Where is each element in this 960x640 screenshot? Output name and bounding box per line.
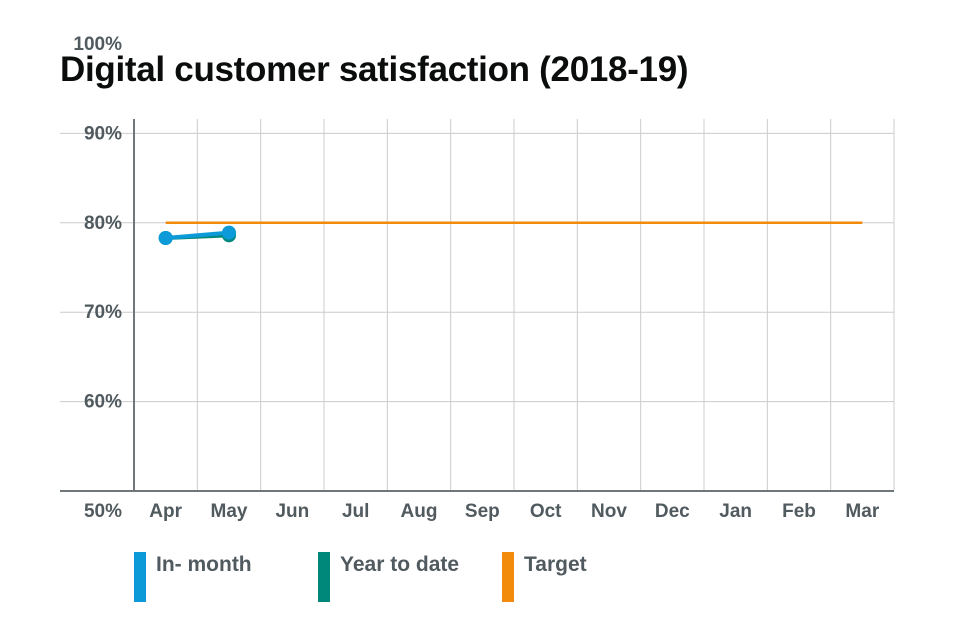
x-tick-label: May (211, 501, 248, 522)
gridlines (60, 119, 895, 491)
series-lines (158, 221, 863, 245)
legend-swatch-target (502, 552, 514, 602)
x-tick-label: Mar (845, 501, 879, 522)
legend-item-target: Target (502, 552, 587, 602)
y-tick-label: 70% (84, 302, 122, 323)
series-line-in-month (163, 230, 231, 240)
x-tick-label: Dec (655, 501, 690, 522)
legend-label-target: Target (524, 553, 587, 576)
x-tick-label: Aug (401, 501, 438, 522)
tick-labels: 50% 60% 70% 80% 90% 100% Apr May Jun Jul Aug Sep Oct… (73, 34, 879, 522)
x-tick-label: Jun (275, 501, 309, 522)
chart-title: Digital customer satisfaction (2018-19) (60, 50, 689, 89)
x-tick-label: Nov (591, 501, 627, 522)
legend-item-year-to-date: Year to date (318, 552, 459, 602)
x-tick-label: Feb (782, 501, 816, 522)
legend-swatch-in-month (134, 552, 146, 602)
legend-label-in-month: In- month (156, 553, 252, 576)
x-tick-label: Apr (149, 501, 182, 522)
data-point-in-month (158, 230, 173, 245)
x-tick-label: Jul (342, 501, 369, 522)
axes (60, 119, 894, 492)
y-tick-label: 80% (84, 213, 122, 234)
legend-label-year-to-date: Year to date (340, 553, 460, 576)
legend-swatch-year-to-date (318, 552, 330, 602)
x-tick-label: Oct (530, 501, 562, 522)
legend-item-in-month: In- month (134, 552, 252, 602)
data-point-in-month (222, 225, 236, 240)
y-tick-label: 90% (84, 123, 122, 144)
y-tick-label: 100% (73, 34, 122, 55)
y-tick-label: 60% (84, 392, 122, 413)
x-tick-label: Jan (719, 501, 752, 522)
x-tick-label: Sep (465, 501, 500, 522)
y-tick-label: 50% (84, 501, 122, 522)
